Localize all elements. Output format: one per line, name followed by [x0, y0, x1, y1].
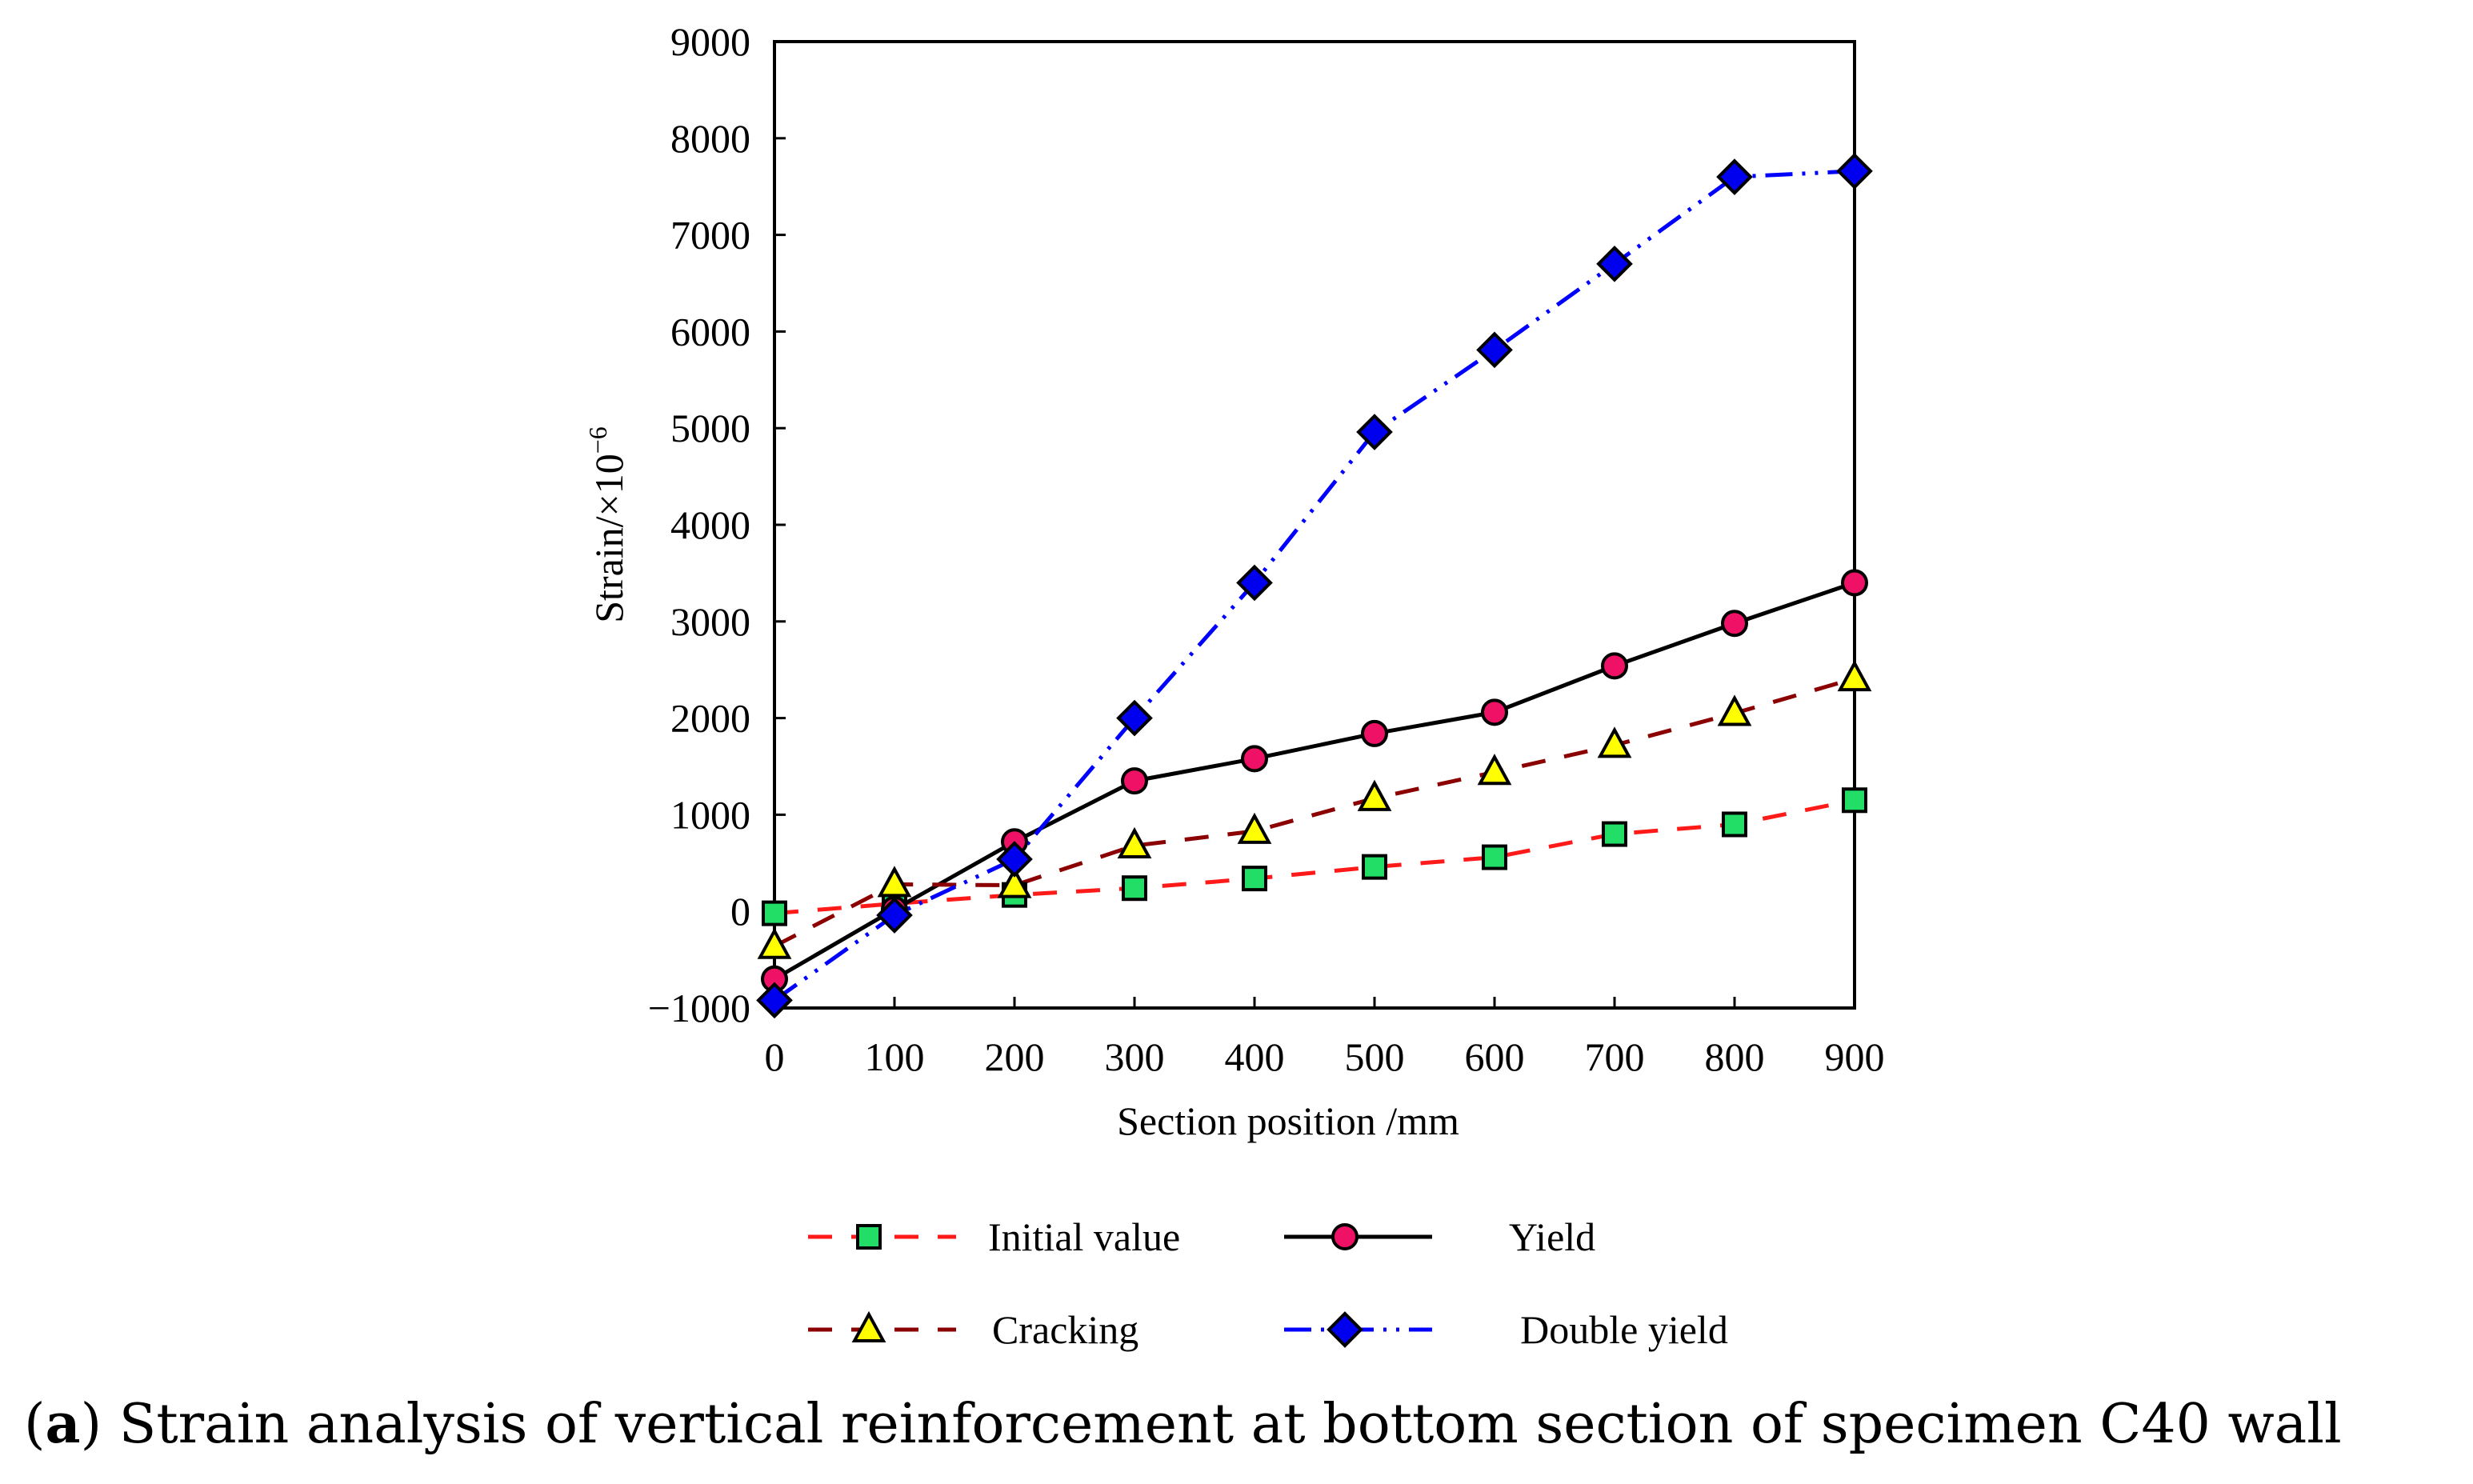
legend-marker: [856, 1224, 882, 1250]
legend-label: Initial value: [988, 1214, 1180, 1259]
data-point-double-yield: [1116, 699, 1153, 737]
data-point-cracking: [1357, 779, 1392, 811]
data-point-yield: [1601, 652, 1628, 680]
data-point-cracking: [757, 927, 792, 959]
data-point-initial-value: [1722, 811, 1747, 838]
x-tick-label: 600: [1465, 1034, 1525, 1079]
legend-marker: [1327, 1311, 1363, 1348]
x-tick-label: 0: [765, 1034, 785, 1079]
series-lines: [773, 169, 1855, 1002]
data-point-double-yield: [1236, 564, 1273, 602]
x-axis-label: Section position /mm: [1117, 1098, 1459, 1143]
data-point-yield: [1721, 610, 1748, 638]
series-markers-initial-value: [762, 787, 1867, 926]
legend-item-initial-value: Initial value: [808, 1214, 1180, 1259]
figure-caption: (a) Strain analysis of vertical reinforc…: [24, 1392, 2342, 1456]
y-tick-label: 5000: [670, 406, 750, 450]
data-point-yield: [1481, 698, 1508, 726]
y-axis-label: Strain/×10−6: [583, 426, 631, 623]
legend-item-double-yield: Double yield: [1284, 1307, 1728, 1352]
data-point-cracking: [877, 866, 912, 898]
x-tick-label: 700: [1585, 1034, 1645, 1079]
y-tick-label: 6000: [670, 309, 750, 354]
data-point-double-yield: [1836, 153, 1873, 190]
legend-item-cracking: Cracking: [808, 1307, 1138, 1352]
y-tick-label: 2000: [670, 696, 750, 741]
x-tick-label: 200: [985, 1034, 1045, 1079]
data-point-yield: [1841, 569, 1868, 597]
y-tick-label: 0: [730, 889, 750, 934]
data-point-yield: [1241, 745, 1268, 773]
x-tick-label: 800: [1705, 1034, 1765, 1079]
data-point-initial-value: [1362, 854, 1387, 880]
data-point-initial-value: [762, 900, 787, 926]
legend-label: Double yield: [1520, 1307, 1728, 1352]
data-point-double-yield: [876, 897, 913, 934]
y-tick-label: 8000: [670, 116, 750, 161]
data-point-cracking: [1837, 659, 1872, 692]
data-point-double-yield: [1716, 158, 1753, 195]
legend-marker: [851, 1310, 886, 1342]
x-tick-label: 300: [1105, 1034, 1165, 1079]
y-tick-label: 3000: [670, 599, 750, 644]
data-point-initial-value: [1482, 844, 1507, 870]
data-point-cracking: [1717, 694, 1752, 726]
y-tick-label: 9000: [670, 19, 750, 64]
series-markers-double-yield: [756, 153, 1873, 1019]
legend-item-yield: Yield: [1284, 1214, 1595, 1259]
y-axis-label-group: Strain/×10−6: [583, 426, 631, 623]
series-line-double-yield: [773, 169, 1855, 1002]
data-point-double-yield: [1356, 414, 1393, 450]
series-markers: [756, 153, 1873, 1019]
y-tick-label: 4000: [670, 502, 750, 547]
x-tick-label: 400: [1225, 1034, 1285, 1079]
y-tick-label: −1000: [648, 986, 750, 1030]
data-point-double-yield: [996, 841, 1033, 878]
caption-text: Strain analysis of vertical reinforcemen…: [102, 1393, 2342, 1456]
legend-marker: [1331, 1223, 1359, 1250]
data-point-cracking: [997, 866, 1032, 898]
data-point-cracking: [1237, 812, 1272, 844]
series-line-initial-value: [774, 798, 1855, 916]
data-point-cracking: [1477, 754, 1512, 786]
y-axis-label-exponent: −6: [583, 426, 612, 454]
data-point-initial-value: [1122, 875, 1147, 902]
series-line-cracking: [773, 676, 1855, 948]
data-point-yield: [1361, 719, 1388, 747]
series-line-yield: [773, 581, 1855, 981]
y-tick-label: 7000: [670, 213, 750, 258]
data-point-double-yield: [1476, 331, 1513, 369]
data-point-cracking: [1117, 826, 1152, 859]
data-point-initial-value: [1242, 866, 1267, 892]
data-point-initial-value: [1842, 787, 1867, 814]
y-tick-label: 1000: [670, 792, 750, 837]
data-point-double-yield: [1596, 246, 1633, 282]
data-point-double-yield: [756, 982, 793, 1019]
data-point-yield: [1121, 767, 1148, 795]
legend-label: Yield: [1509, 1214, 1595, 1259]
x-tick-label: 900: [1825, 1034, 1885, 1079]
x-tick-label: 100: [865, 1034, 925, 1079]
series-markers-cracking: [757, 659, 1872, 959]
strain-chart: −100001000200030004000500060007000800090…: [583, 19, 1885, 1352]
plot-frame: [773, 40, 1856, 1010]
axis-ticks: −100001000200030004000500060007000800090…: [648, 19, 1885, 1079]
legend-label: Cracking: [992, 1307, 1138, 1352]
data-point-cracking: [1597, 726, 1632, 758]
legend: Initial value Yield Cracking Double yield: [808, 1214, 1728, 1352]
data-point-initial-value: [1602, 821, 1627, 847]
x-tick-label: 500: [1345, 1034, 1405, 1079]
y-axis-label-main: Strain/×10: [586, 454, 631, 623]
caption-label: a: [45, 1392, 81, 1456]
